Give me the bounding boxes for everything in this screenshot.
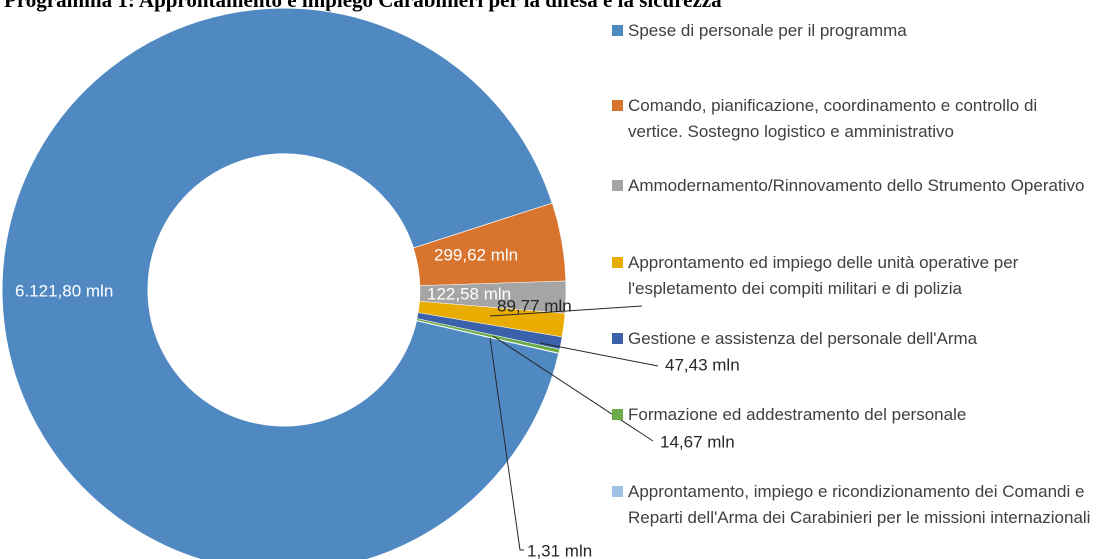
data-label: 47,43 mln xyxy=(665,355,740,374)
data-label: 6.121,80 mln xyxy=(15,281,113,300)
data-label: 299,62 mln xyxy=(434,245,518,264)
data-label: 1,31 mln xyxy=(527,541,592,559)
legend-swatch xyxy=(612,486,623,497)
leader-line xyxy=(492,335,654,442)
leader-line xyxy=(489,305,643,317)
legend-item: Formazione ed addestramento del personal… xyxy=(612,402,1092,428)
legend-swatch xyxy=(612,100,623,111)
legend-item: Comando, pianificazione, coordinamento e… xyxy=(612,93,1092,145)
leader-line xyxy=(489,337,524,551)
data-label: 14,67 mln xyxy=(660,432,735,451)
legend-label: Gestione e assistenza del personale dell… xyxy=(628,329,978,348)
chart-title: Programma 1: Approntamento e impiego Car… xyxy=(4,0,722,12)
legend-item: Gestione e assistenza del personale dell… xyxy=(612,326,1092,352)
slice xyxy=(1,7,560,559)
legend-label: Ammodernamento/Rinnovamento dello Strume… xyxy=(628,176,1085,195)
legend-item: Spese di personale per il programma xyxy=(612,18,1092,44)
leader-line xyxy=(539,342,659,367)
legend-item: Approntamento ed impiego delle unità ope… xyxy=(612,250,1092,302)
legend-label: Spese di personale per il programma xyxy=(628,21,907,40)
legend-swatch xyxy=(612,409,623,420)
legend-label: Approntamento, impiego e ricondizionamen… xyxy=(628,482,1091,527)
legend-item: Ammodernamento/Rinnovamento dello Strume… xyxy=(612,173,1092,199)
data-label: 122,58 mln xyxy=(427,284,511,303)
data-label: 89,77 mln xyxy=(497,296,572,315)
legend-swatch xyxy=(612,257,623,268)
legend-label: Approntamento ed impiego delle unità ope… xyxy=(628,253,1019,298)
legend-label: Comando, pianificazione, coordinamento e… xyxy=(628,96,1038,141)
legend-label: Formazione ed addestramento del personal… xyxy=(628,405,967,424)
slice xyxy=(416,320,560,354)
legend-item: Approntamento, impiego e ricondizionamen… xyxy=(612,479,1092,531)
legend-swatch xyxy=(612,333,623,344)
legend-swatch xyxy=(612,25,623,36)
legend-swatch xyxy=(612,180,623,191)
